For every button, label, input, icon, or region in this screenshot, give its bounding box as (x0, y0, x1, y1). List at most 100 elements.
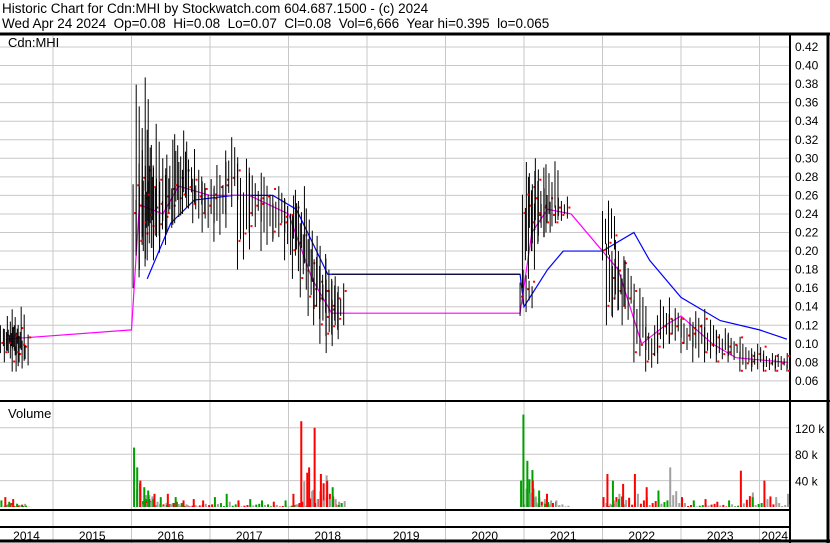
close-mark (752, 360, 755, 363)
volume-bar (639, 503, 642, 507)
close-mark (23, 343, 26, 346)
close-mark (285, 215, 288, 218)
volume-bar (742, 503, 745, 507)
close-mark (143, 176, 146, 179)
close-mark (640, 343, 643, 346)
volume-bar (763, 480, 766, 507)
year-label: 2023 (707, 529, 734, 543)
volume-bar (308, 467, 311, 507)
volume-bar (558, 505, 561, 507)
volume-bar (147, 490, 150, 507)
volume-bar (287, 506, 290, 507)
volume-bar (171, 503, 174, 507)
volume-bar (296, 504, 299, 507)
volume-bar (548, 504, 551, 507)
close-mark (320, 323, 323, 326)
close-mark (21, 327, 24, 330)
volume-bar (298, 503, 301, 507)
volume-bar (267, 504, 270, 507)
close-mark (782, 362, 785, 365)
close-mark (682, 341, 684, 344)
close-mark (670, 317, 673, 320)
volume-bar (722, 504, 725, 507)
close-mark (521, 295, 524, 298)
price-tick-label: 0.06 (795, 374, 819, 388)
close-mark (291, 213, 294, 216)
close-mark (256, 204, 259, 207)
volume-bar (0, 500, 3, 507)
volume-bar (678, 503, 681, 507)
close-mark (214, 193, 217, 196)
close-mark (682, 317, 685, 320)
volume-bar (545, 493, 548, 507)
volume-bar (622, 483, 625, 507)
price-tick-label: 0.34 (795, 114, 819, 128)
close-mark (527, 193, 530, 196)
volume-bar (529, 493, 532, 507)
close-mark (199, 195, 202, 198)
quote-summary: Wed Apr 24 2024 Op=0.08 Hi=0.08 Lo=0.07 … (2, 16, 550, 31)
close-mark (273, 230, 276, 233)
close-mark (562, 213, 565, 216)
price-tick-label: 0.18 (795, 263, 819, 277)
volume-bar (754, 505, 757, 507)
close-mark (232, 176, 235, 179)
close-mark (154, 186, 157, 189)
year-label: 2021 (550, 529, 577, 543)
close-mark (203, 212, 206, 215)
close-mark (309, 295, 312, 298)
close-mark (175, 184, 178, 187)
volume-bar (648, 505, 651, 507)
close-mark (238, 239, 241, 242)
volume-bar (240, 506, 243, 507)
volume-bar (270, 506, 273, 507)
close-mark (776, 354, 779, 357)
volume-bar (739, 470, 742, 507)
close-mark (13, 360, 16, 363)
close-mark (148, 193, 151, 196)
volume-bar (188, 506, 191, 507)
volume-bar (609, 503, 612, 507)
volume-bar (316, 499, 319, 507)
volume-bar (208, 505, 211, 507)
volume-bar (290, 505, 293, 507)
close-mark (156, 206, 159, 209)
volume-bar (784, 505, 787, 507)
volume-bar (185, 504, 188, 507)
close-mark (166, 215, 169, 218)
moving-average-short (5, 185, 788, 363)
volume-bar (757, 504, 760, 507)
close-mark (752, 354, 755, 357)
close-mark (160, 223, 163, 226)
volume-bar (564, 506, 567, 507)
close-mark (735, 343, 738, 346)
volume-bar (707, 505, 710, 507)
volume-bar (24, 503, 27, 507)
volume-bar (301, 501, 304, 507)
close-mark (285, 221, 288, 224)
volume-bar (781, 506, 784, 507)
close-mark (694, 327, 696, 330)
close-mark (535, 197, 538, 200)
volume-bar (343, 501, 346, 507)
close-mark (215, 197, 218, 200)
close-mark (556, 221, 559, 224)
volume-bar (778, 503, 781, 507)
close-mark (244, 232, 247, 235)
close-mark (327, 332, 330, 335)
volume-bar (16, 503, 19, 507)
volume-bar (177, 504, 180, 507)
year-label: 2022 (628, 529, 655, 543)
close-mark (699, 325, 702, 328)
year-label: 2018 (314, 529, 341, 543)
volume-bar (284, 500, 287, 507)
volume-bar (737, 505, 740, 507)
year-label: 2017 (236, 529, 263, 543)
close-mark (226, 178, 229, 181)
close-mark (538, 213, 541, 216)
volume-bar (769, 496, 772, 507)
volume-bar (222, 506, 225, 507)
volume-bar (719, 505, 722, 507)
volume-bar (326, 480, 329, 507)
